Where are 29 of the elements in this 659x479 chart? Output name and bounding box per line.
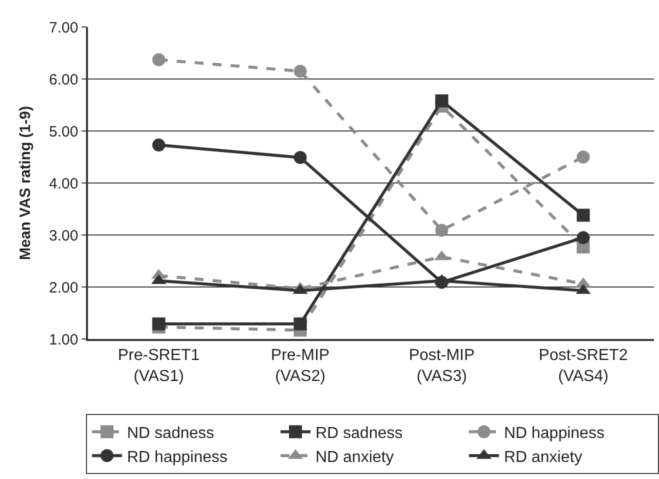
y-tick-label: 2.00 xyxy=(49,279,78,296)
point xyxy=(576,208,590,222)
point xyxy=(576,231,590,244)
legend-label: ND sadness xyxy=(127,425,214,442)
point xyxy=(152,138,166,152)
y-tick-label: 1.00 xyxy=(49,331,78,348)
y-tick-label: 3.00 xyxy=(49,227,78,244)
point xyxy=(152,53,166,66)
x-tick-label: Pre-MIP (VAS2) xyxy=(270,346,330,385)
legend-label: ND happiness xyxy=(504,425,604,442)
legend-label: ND anxiety xyxy=(315,448,394,466)
point xyxy=(294,64,307,78)
x-tick-label: Post-MIP (VAS3) xyxy=(408,346,475,385)
point xyxy=(294,151,307,164)
y-tick-label: 6.00 xyxy=(49,71,78,88)
point xyxy=(294,317,307,330)
legend-label: RD sadness xyxy=(315,425,403,442)
y-tick-label: 5.00 xyxy=(49,123,78,140)
point xyxy=(152,317,166,330)
x-tick-label: Post-SRET2 (VAS4) xyxy=(538,346,628,385)
y-tick-label: 7.00 xyxy=(49,19,78,36)
x-tick-label: Pre-SRET1 (VAS1) xyxy=(118,346,200,385)
legend-label: RD anxiety xyxy=(504,448,582,466)
y-axis-title: Mean VAS rating (1-9) xyxy=(16,106,34,260)
point xyxy=(435,94,448,108)
y-tick-label: 4.00 xyxy=(49,175,78,192)
point xyxy=(576,150,590,164)
legend-label: RD happiness xyxy=(127,448,228,466)
point xyxy=(435,224,448,237)
